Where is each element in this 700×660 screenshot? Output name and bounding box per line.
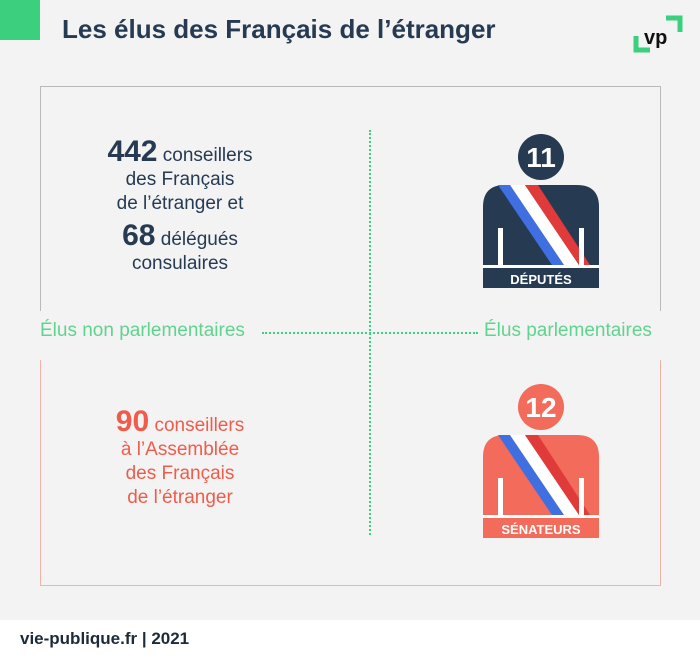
stat-text: des Français <box>125 463 235 484</box>
footer: vie-publique.fr | 2021 <box>0 620 700 660</box>
stat-conseillers-delegues: 442 conseillers des Français de l’étrang… <box>95 137 265 276</box>
senateurs-label: SÉNATEURS <box>501 522 581 537</box>
page-title: Les élus des Français de l’étranger <box>62 14 496 44</box>
parliamentary-box-bottom <box>40 360 661 586</box>
stat-text: à l’Assemblée <box>120 439 240 460</box>
corner-accent <box>0 0 40 40</box>
deputes-count: 11 <box>526 142 556 173</box>
horizontal-divider <box>262 332 478 334</box>
deputes-label: DÉPUTÉS <box>510 272 572 287</box>
senateurs-figure-icon: 12 SÉNATEURS <box>483 384 599 538</box>
senateurs-count: 12 <box>525 392 556 423</box>
parliamentary-box-top <box>40 86 661 311</box>
stat-number: 90 <box>115 405 150 438</box>
stat-text: de l’étranger <box>127 487 233 508</box>
stat-text: de l’étranger et <box>116 193 244 214</box>
stat-text: conseillers <box>154 415 245 436</box>
vp-logo: vp <box>633 15 683 53</box>
stat-number: 442 <box>107 135 158 168</box>
stat-conseillers-afe: 90 conseillers à l’Assemblée des Françai… <box>95 407 265 510</box>
stat-text: conseillers <box>162 145 253 166</box>
footer-source: vie-publique.fr | 2021 <box>20 629 190 648</box>
stat-number: 68 <box>122 219 156 252</box>
stat-text: des Français <box>125 169 235 190</box>
label-non-parlementaires: Élus non parlementaires <box>40 320 245 341</box>
stat-text: consulaires <box>131 253 229 274</box>
stat-text: délégués <box>160 229 238 250</box>
svg-text:vp: vp <box>644 27 667 49</box>
deputes-figure-icon: 11 DÉPUTÉS <box>483 134 599 288</box>
label-parlementaires: Élus parlementaires <box>484 320 652 341</box>
